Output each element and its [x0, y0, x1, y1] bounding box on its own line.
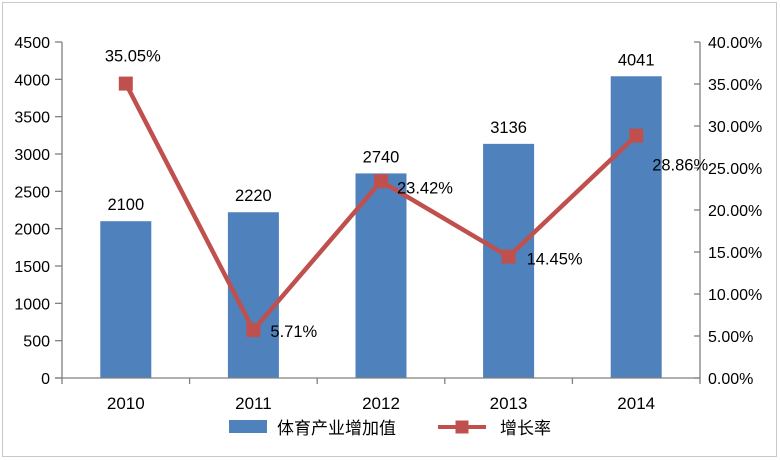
line-data-label: 28.86% [652, 157, 708, 175]
left-axis-tick-label: 4000 [14, 72, 50, 89]
bar-data-label: 2740 [363, 148, 400, 166]
right-axis-tick-label: 20.00% [708, 203, 762, 220]
bar-data-label: 2100 [107, 196, 144, 214]
line-data-label: 5.71% [270, 323, 317, 341]
x-axis-category-label: 2012 [362, 394, 400, 413]
right-axis-tick-label: 40.00% [708, 35, 762, 52]
line-marker [501, 249, 516, 264]
bar-data-label: 4041 [618, 51, 655, 69]
bar [355, 173, 407, 378]
legend-bar-label: 体育产业增加值 [277, 419, 396, 438]
line-data-label: 23.42% [397, 179, 453, 197]
line-marker [629, 128, 644, 143]
left-axis-tick-label: 4500 [14, 35, 50, 52]
legend-line-marker-icon [455, 420, 469, 433]
x-axis-category-label: 2010 [107, 394, 145, 413]
line-marker [246, 323, 261, 338]
legend-line-swatch-icon [438, 420, 486, 433]
line-data-label: 35.05% [105, 48, 161, 66]
legend-bar-swatch-icon [229, 420, 267, 433]
line-marker [374, 174, 388, 189]
left-axis-tick-label: 0 [41, 371, 50, 388]
right-axis-tick-label: 15.00% [708, 245, 762, 262]
bar [100, 221, 152, 378]
left-axis-tick-label: 500 [23, 334, 50, 351]
left-axis-tick-label: 1000 [14, 296, 50, 313]
left-axis-tick-label: 2500 [14, 184, 50, 201]
right-axis-tick-label: 25.00% [708, 161, 762, 178]
chart-legend: 体育产业增加值 增长率 [0, 414, 780, 439]
left-axis-tick-label: 2000 [14, 222, 50, 239]
left-axis-tick-label: 3500 [14, 110, 50, 127]
bar-data-label: 3136 [490, 119, 527, 137]
right-axis-tick-label: 35.00% [708, 77, 762, 94]
line-marker [118, 76, 133, 91]
line-data-label: 14.45% [527, 251, 583, 269]
left-axis-tick-label: 1500 [14, 259, 50, 276]
legend-line-label: 增长率 [500, 419, 551, 438]
bar [610, 76, 662, 378]
right-axis-tick-label: 30.00% [708, 119, 762, 136]
x-axis-category-label: 2014 [617, 394, 655, 413]
right-axis-tick-label: 5.00% [708, 329, 753, 346]
bar-data-label: 2220 [235, 187, 272, 205]
right-axis-tick-label: 0.00% [708, 371, 753, 388]
left-axis-tick-label: 3000 [14, 147, 50, 164]
right-axis-tick-label: 10.00% [708, 287, 762, 304]
x-axis-category-label: 2011 [235, 394, 272, 413]
x-axis-category-label: 2013 [490, 394, 528, 413]
